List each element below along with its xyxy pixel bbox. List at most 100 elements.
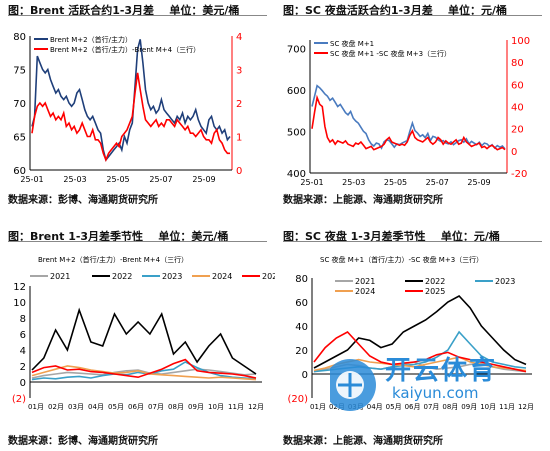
x-tick-label: 10月	[208, 403, 224, 411]
y-tick-label: 10	[13, 298, 26, 309]
series-line-2024	[31, 365, 257, 381]
watermark-text: 开云体育	[385, 356, 498, 386]
right-tick-label: 80	[511, 58, 524, 69]
source-note: 数据来源：彭博、海通期货研究所	[8, 436, 158, 447]
right-tick-label: 0	[236, 166, 242, 177]
legend-entry: SC 夜盘 M+1 -SC 夜盘 M+3（三行）	[330, 49, 451, 58]
series-line-0	[31, 39, 231, 162]
source-note: 数据来源：上能源、海通期货研究所	[283, 436, 443, 447]
y-tick-label: (2)	[12, 394, 26, 405]
x-tick-label: 03月	[68, 403, 84, 411]
x-tick-label: 07月	[148, 403, 164, 411]
legend-entry: Brent M+2（首行/主力）	[50, 35, 132, 44]
right-tick-label: -20	[511, 169, 527, 180]
left-tick-label: 500	[287, 127, 306, 138]
x-tick-label: 05月	[386, 403, 402, 411]
x-tick-label: 06月	[128, 403, 144, 411]
legend-entry: 2025	[425, 287, 445, 296]
x-tick-label: 09月	[461, 403, 477, 411]
x-tick-label: 25-07	[426, 178, 449, 187]
y-tick-label: 20	[295, 346, 308, 357]
x-tick-label: 09月	[188, 403, 204, 411]
x-tick-label: 07月	[423, 403, 439, 411]
legend-entry: 2024	[212, 272, 232, 281]
series-line-2022	[31, 307, 257, 375]
chart-title: 图：SC 夜盘活跃合约1-3月差 单位：元/桶	[283, 4, 508, 17]
right-tick-label: 100	[511, 36, 530, 47]
legend-entry: 2023	[495, 277, 515, 286]
x-tick-label: 12月	[248, 403, 264, 411]
y-tick-label: 0	[302, 370, 308, 381]
divider	[8, 15, 267, 16]
y-tick-label: 6	[20, 330, 26, 341]
x-tick-label: 11月	[228, 403, 244, 411]
series-line-1	[311, 94, 506, 151]
series-line-2025	[31, 358, 257, 379]
y-tick-label: 0	[20, 378, 26, 389]
left-tick-label: 400	[287, 169, 306, 180]
x-tick-label: 04月	[88, 403, 104, 411]
x-tick-label: 01月	[310, 403, 326, 411]
chart-title: 图：Brent 活跃合约1-3月差 单位：美元/桶	[8, 4, 240, 17]
y-tick-label: 40	[295, 322, 308, 333]
divider	[8, 241, 267, 242]
legend-entry: 2024	[355, 287, 375, 296]
sc-seasonal-chart: (20)02040608001月02月03月04月05月06月07月08月09月…	[287, 255, 534, 411]
x-tick-label: 05月	[108, 403, 124, 411]
right-tick-label: 4	[236, 32, 242, 43]
right-tick-label: 20	[511, 125, 524, 136]
right-tick-label: 3	[236, 66, 242, 77]
y-tick-label: 12	[13, 282, 26, 293]
y-tick-label: 4	[20, 346, 26, 357]
left-tick-label: 80	[13, 32, 26, 43]
left-tick-label: 700	[287, 44, 306, 55]
x-tick-label: 08月	[168, 403, 184, 411]
right-tick-label: 40	[511, 103, 524, 114]
legend-entry: SC 夜盘 M+1	[330, 39, 374, 48]
panel-sc-spread: 400 500 600 700 -20 0 20 40 60 80 100 25-01 25-03 25-…	[275, 0, 550, 226]
left-tick-label: 65	[13, 133, 26, 144]
source-note: 数据来源：彭博、海通期货研究所	[8, 195, 158, 206]
legend-entry: 2025	[262, 272, 275, 281]
panel-brent-seasonal: (2) 0 2 4 6 8 10 12 01月 02月 03月 04月 05月 06月 07月 08月 09月 1…	[0, 226, 275, 451]
x-tick-label: 25-03	[63, 175, 86, 184]
panel-sc-seasonal: (20)02040608001月02月03月04月05月06月07月08月09月…	[275, 226, 550, 451]
x-tick-label: 10月	[480, 403, 496, 411]
divider	[283, 15, 542, 16]
divider	[283, 241, 542, 242]
panel-brent-spread: 60 65 70 75 80 0 1 2 3 4 25-01 25-03 25-05 25-07 25-09…	[0, 0, 275, 226]
x-tick-label: 25-03	[342, 178, 365, 187]
x-tick-label: 25-07	[149, 175, 172, 184]
legend-entry: 2021	[355, 277, 375, 286]
x-tick-label: 25-01	[20, 175, 43, 184]
left-tick-label: 75	[13, 66, 26, 77]
left-tick-label: 70	[13, 99, 26, 110]
y-tick-label: 80	[295, 274, 308, 285]
legend-entry: 2022	[425, 277, 445, 286]
legend-title: Brent M+2（首行/主力）-Brent M+4（三行）	[38, 255, 188, 264]
x-tick-label: 25-09	[467, 178, 490, 187]
x-tick-label: 25-05	[106, 175, 129, 184]
right-tick-label: 0	[511, 147, 517, 158]
x-tick-label: 12月	[518, 403, 534, 411]
legend-entry: 2023	[162, 272, 182, 281]
brent-seasonal-chart: (2) 0 2 4 6 8 10 12 01月 02月 03月 04月 05月 06月 07月 08月 09月 1…	[12, 255, 275, 411]
x-tick-label: 04月	[367, 403, 383, 411]
x-tick-label: 25-09	[192, 175, 215, 184]
series-line-2025	[313, 331, 527, 373]
right-tick-label: 2	[236, 99, 242, 110]
y-tick-label: 2	[20, 362, 26, 373]
chart-title: 图：SC 夜盘 1-3月差季节性 单位：元/桶	[283, 230, 500, 243]
x-tick-label: 11月	[499, 403, 515, 411]
series-line-2022	[313, 295, 527, 369]
watermark-url: kaiyun.com	[392, 384, 479, 402]
legend-entry: Brent M+2（首行/主力）-Brent M+4（三行）	[50, 45, 200, 54]
series-line-0	[311, 84, 506, 150]
brent-spread-chart: 60 65 70 75 80 0 1 2 3 4 25-01 25-03 25-05 25-07 25-09…	[13, 32, 242, 184]
x-tick-label: 25-01	[300, 178, 323, 187]
left-tick-label: 600	[287, 86, 306, 97]
y-tick-label: (20)	[287, 394, 308, 405]
source-note: 数据来源：上能源、海通期货研究所	[283, 195, 443, 206]
right-tick-label: 1	[236, 133, 242, 144]
x-tick-label: 08月	[442, 403, 458, 411]
